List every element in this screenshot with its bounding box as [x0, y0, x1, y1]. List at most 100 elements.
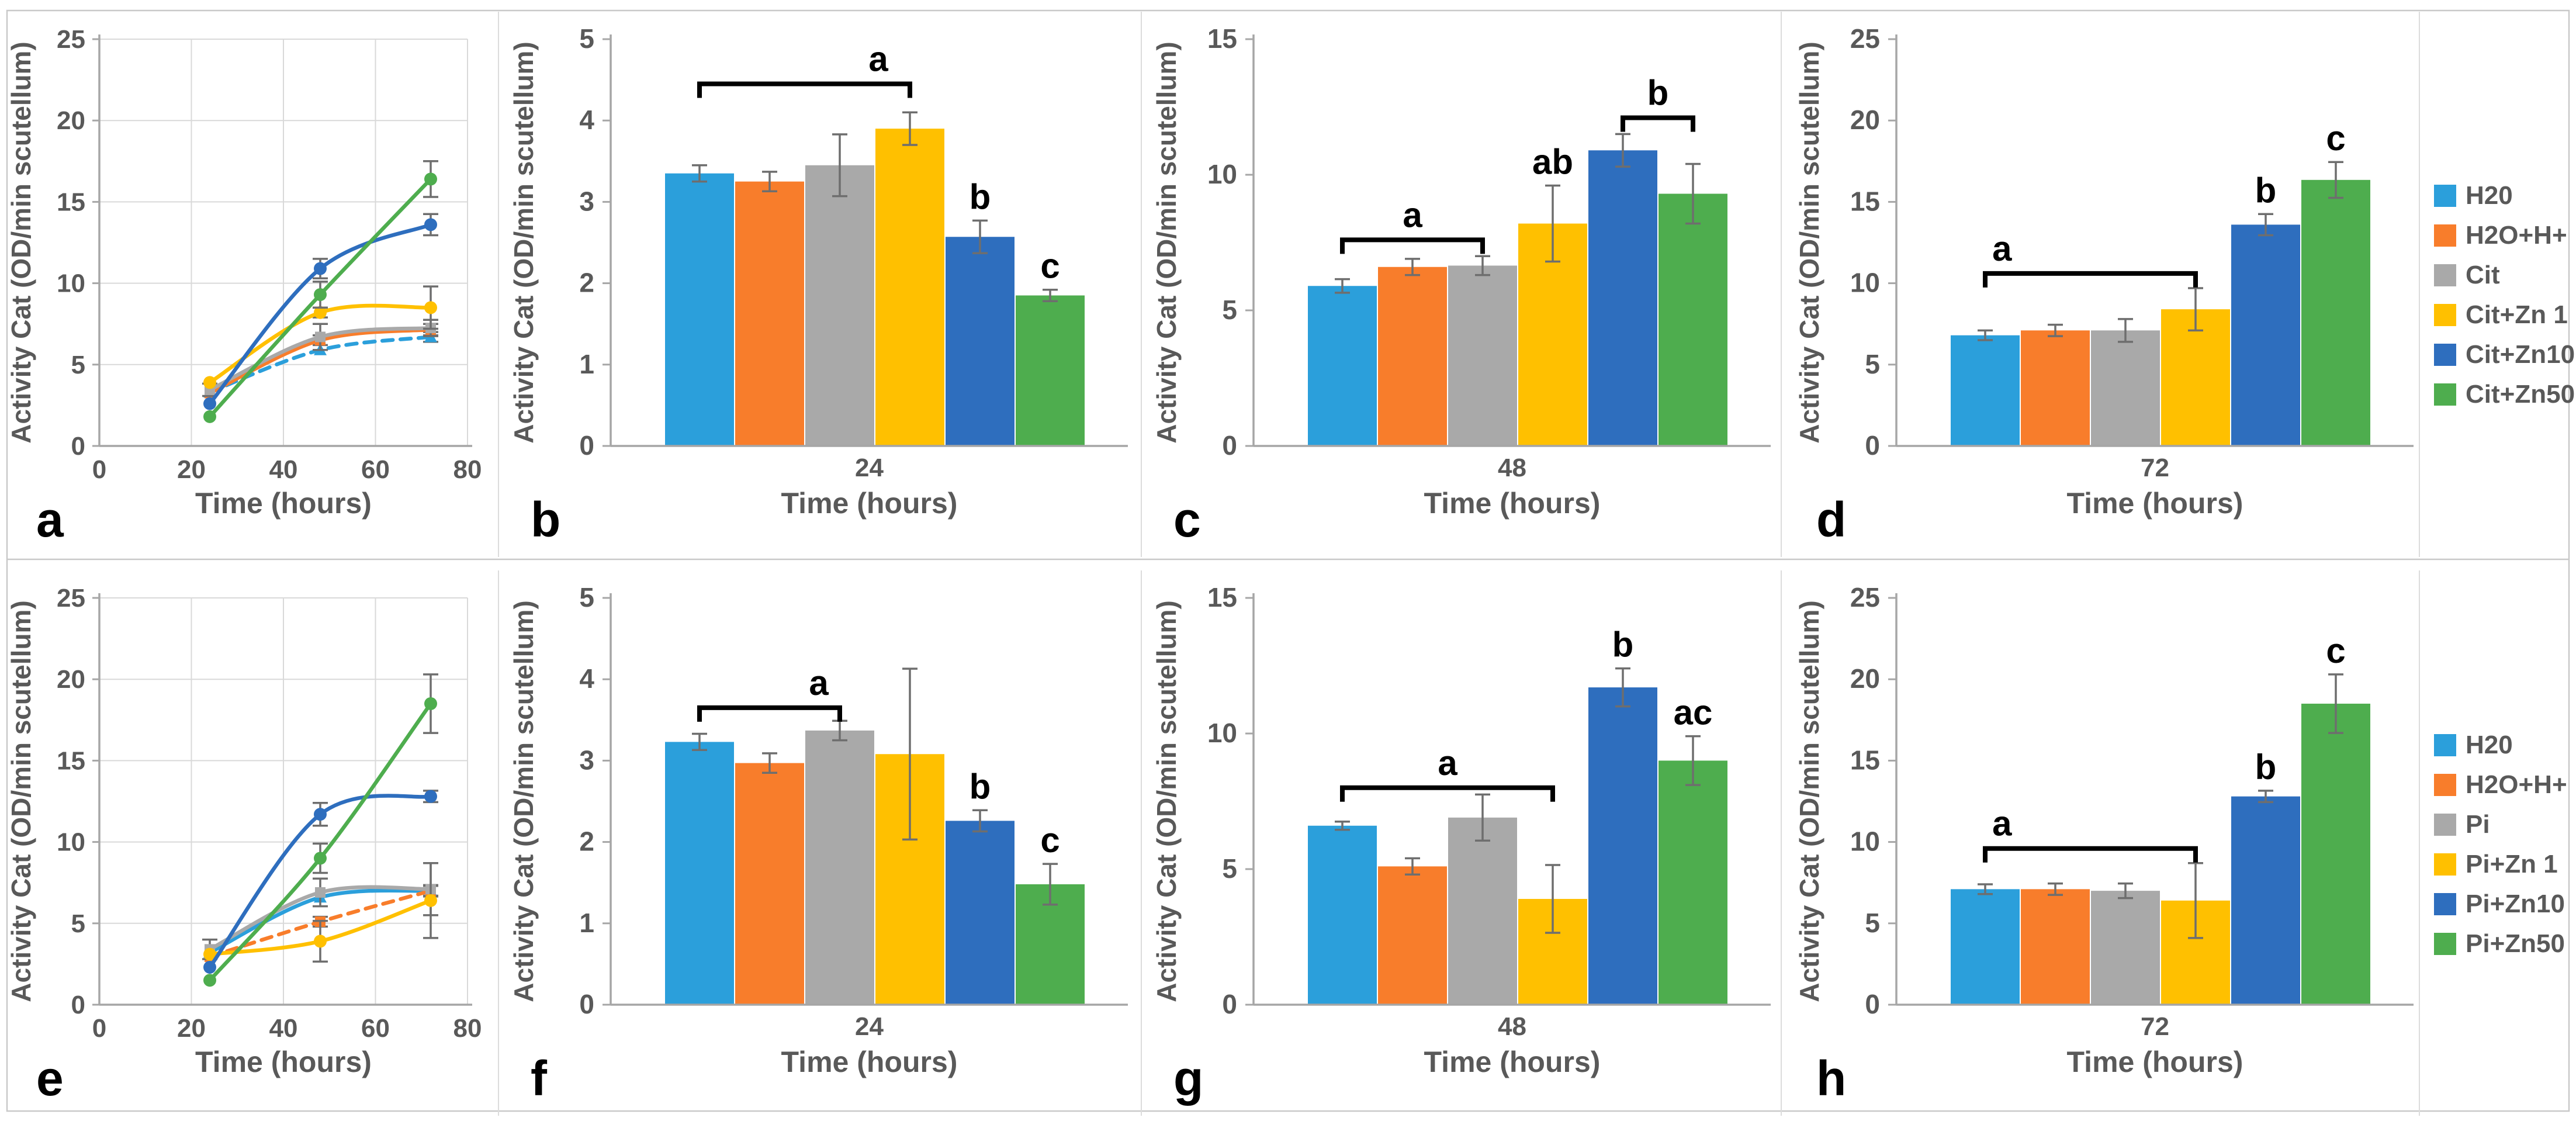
error-bar — [692, 164, 707, 183]
x-axis-title: Time (hours) — [2067, 1046, 2243, 1078]
bar-h2o-h — [735, 763, 804, 1005]
bar-pi-zn10 — [946, 821, 1015, 1005]
error-bar — [1405, 857, 1420, 876]
significance-bracket — [697, 705, 842, 722]
y-tick-label: 1 — [579, 908, 594, 938]
category-label: 72 — [2141, 454, 2169, 482]
x-tick-label: 80 — [453, 1014, 482, 1043]
error-bar — [2258, 213, 2273, 237]
error-bar — [2118, 882, 2133, 899]
bar-pi — [805, 730, 874, 1005]
y-tick-label: 0 — [1222, 430, 1237, 461]
series-pi-zn50 — [203, 673, 438, 987]
bar-h20 — [1308, 286, 1377, 446]
data-point-marker — [315, 331, 326, 342]
panel-g-bar-chart: b ac a 0 5 10 15 48 Time (hours) Activity Cat (OD… — [1151, 582, 1771, 1106]
legend-label: Pi+Zn10 — [2466, 890, 2565, 918]
significance-bracket — [1340, 237, 1485, 254]
panel-letter-f: f — [531, 1051, 548, 1106]
legend-label: Cit+Zn50 — [2466, 380, 2575, 409]
y-tick-label: 20 — [1850, 663, 1880, 694]
error-bar — [2048, 323, 2063, 337]
legend-swatch — [2434, 814, 2456, 836]
legend-label: H2O+H+ — [2466, 770, 2567, 799]
significance-label: a — [809, 663, 829, 703]
y-tick-label: 15 — [1207, 582, 1237, 613]
x-axis-title: Time (hours) — [195, 487, 372, 520]
error-bar — [1685, 735, 1701, 786]
error-bar — [1978, 329, 1993, 341]
x-tick-label: 60 — [361, 1014, 390, 1043]
legend-swatch — [2434, 383, 2456, 406]
y-tick-label: 10 — [57, 269, 85, 298]
y-axis-title: Activity Cat (OD/min scutellum) — [1794, 600, 1824, 1002]
panel-h-bar-chart: b c a 0 5 10 15 20 25 72 Time (hours) Activity Cat … — [1794, 582, 2414, 1106]
data-point-marker — [314, 288, 327, 302]
significance-bracket — [1983, 271, 2198, 288]
data-point-marker — [314, 262, 327, 275]
bar-significance-note: c — [1040, 247, 1060, 286]
bar-pi-zn10 — [2231, 796, 2300, 1005]
error-bar — [1475, 255, 1490, 276]
y-tick-label: 20 — [57, 106, 85, 135]
y-tick-label: 10 — [57, 828, 85, 857]
y-tick-label: 4 — [579, 105, 594, 135]
error-bar — [1335, 821, 1350, 831]
error-bar — [832, 133, 847, 198]
error-bar — [692, 732, 707, 752]
legend-label: Pi+Zn 1 — [2466, 850, 2558, 878]
bar-h20 — [665, 742, 734, 1005]
y-tick-label: 20 — [1850, 105, 1880, 135]
error-bar — [1615, 667, 1630, 708]
series-line-pi-zn10 — [207, 794, 433, 970]
legend-item-cit-zn-1: Cit+Zn 1 — [2434, 300, 2568, 329]
error-bar — [1615, 133, 1630, 168]
error-bar — [1685, 162, 1701, 225]
error-bar — [762, 171, 777, 193]
legend-item-pi-zn-1: Pi+Zn 1 — [2434, 850, 2558, 878]
y-axis-title: Activity Cat (OD/min scutellum) — [1151, 600, 1182, 1002]
bar-h20 — [1951, 889, 2020, 1005]
y-tick-label: 25 — [57, 584, 85, 613]
panel-letter-h: h — [1816, 1051, 1846, 1106]
error-bar — [1043, 288, 1058, 302]
error-bar — [1475, 793, 1490, 842]
legend-label: H20 — [2466, 181, 2513, 210]
panel-d-bar-chart: b c a 0 5 10 15 20 25 72 Time (hours) Activity Cat … — [1794, 23, 2414, 547]
figure-border — [6, 9, 2570, 1112]
y-tick-label: 5 — [71, 909, 85, 938]
x-axis-title: Time (hours) — [2067, 487, 2243, 520]
x-tick-label: 20 — [177, 1014, 206, 1043]
legend-swatch — [2434, 185, 2456, 207]
legend-swatch — [2434, 893, 2456, 915]
bar-h2o-h — [1378, 866, 1447, 1005]
significance-label: b — [1647, 74, 1669, 113]
y-tick-label: 25 — [1850, 23, 1880, 54]
data-point-marker — [314, 852, 327, 865]
x-axis-title: Time (hours) — [1424, 487, 1601, 520]
bar-cit — [2091, 330, 2160, 446]
panel-letter-d: d — [1816, 492, 1846, 547]
error-bar — [2188, 287, 2203, 332]
category-label: 48 — [1498, 454, 1526, 482]
y-tick-label: 10 — [1207, 159, 1237, 189]
legend-label: Cit+Zn 1 — [2466, 300, 2568, 329]
error-bar — [2328, 161, 2343, 199]
bar-cit-zn10 — [946, 237, 1015, 446]
data-point-marker — [203, 410, 216, 423]
data-point-marker — [203, 960, 216, 974]
x-tick-label: 40 — [269, 455, 298, 484]
x-axis-title: Time (hours) — [781, 487, 958, 520]
legend-label: H2O+H+ — [2466, 221, 2567, 250]
error-bar — [2328, 673, 2343, 734]
error-bar — [2188, 862, 2203, 939]
legend-swatch — [2434, 774, 2456, 796]
series-pi-zn10 — [203, 790, 438, 974]
figure-frame — [6, 9, 2570, 1116]
y-tick-label: 25 — [1850, 582, 1880, 613]
significance-label: a — [1403, 195, 1422, 234]
x-tick-label: 0 — [92, 455, 106, 484]
